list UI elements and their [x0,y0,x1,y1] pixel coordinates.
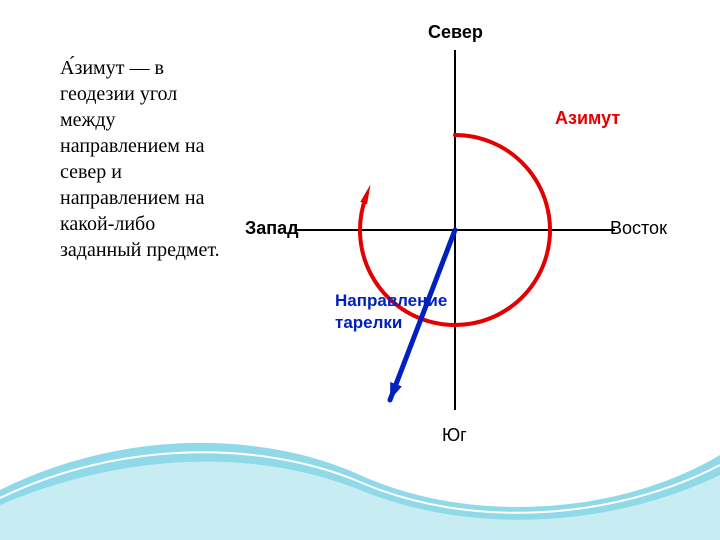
label-north: Север [428,22,483,43]
azimuth-arc-arrowhead [360,184,370,204]
label-direction-line2: тарелки [335,313,402,332]
label-azimuth: Азимут [555,108,620,129]
label-direction-line1: Направление [335,291,447,310]
label-west: Запад [245,218,299,239]
label-east: Восток [610,218,667,239]
decorative-wave [0,420,720,540]
label-direction: Направление тарелки [335,290,447,334]
